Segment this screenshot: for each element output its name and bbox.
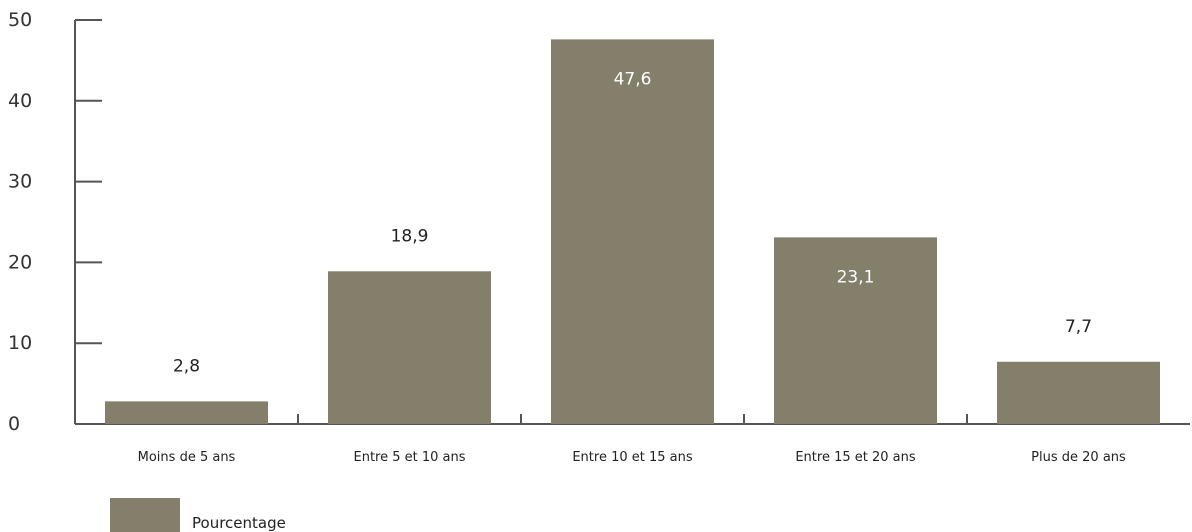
x-tick-label: Entre 15 et 20 ans	[795, 450, 916, 465]
y-tick-label: 20	[8, 251, 32, 273]
x-tick-label: Plus de 20 ans	[1031, 450, 1126, 465]
legend-label: Pourcentage	[192, 514, 286, 532]
bar-chart: 0 10 20 30 40 50 2,8 Moins de 5 ans 18,9 Entre 5 …	[8, 9, 1190, 465]
bar	[551, 39, 714, 424]
bar	[105, 401, 268, 424]
y-tick-label: 0	[8, 413, 20, 435]
bar	[328, 271, 491, 424]
data-label: 2,8	[173, 356, 200, 376]
x-tick-label: Entre 10 et 15 ans	[572, 450, 693, 465]
y-tick-label: 50	[8, 9, 32, 31]
y-tick-label: 40	[8, 90, 32, 112]
bar	[997, 361, 1160, 424]
legend-swatch	[110, 498, 180, 532]
y-tick-label: 30	[8, 171, 32, 193]
legend: Pourcentage	[110, 498, 286, 532]
y-tick-label: 10	[8, 332, 32, 354]
x-tick-label: Moins de 5 ans	[138, 450, 236, 465]
data-label: 7,7	[1065, 317, 1092, 337]
data-label: 47,6	[614, 69, 652, 89]
data-label: 18,9	[391, 226, 429, 246]
x-tick-label: Entre 5 et 10 ans	[353, 450, 465, 465]
data-label: 23,1	[837, 267, 875, 287]
bar	[774, 237, 937, 424]
